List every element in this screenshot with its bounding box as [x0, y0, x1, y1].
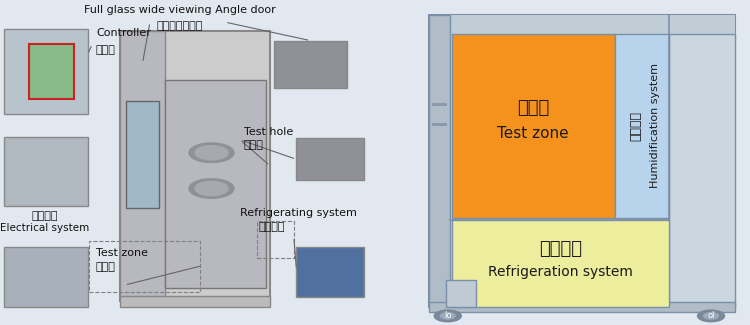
- Text: Refrigeration system: Refrigeration system: [488, 265, 633, 279]
- Bar: [669, 34, 735, 307]
- Text: Test zone: Test zone: [96, 248, 148, 257]
- Bar: [88, 241, 200, 292]
- Circle shape: [195, 181, 228, 196]
- Text: Controller: Controller: [96, 28, 151, 38]
- Text: 加湿系统: 加湿系统: [629, 111, 643, 141]
- Text: Electrical system: Electrical system: [0, 223, 90, 233]
- Text: 测试区: 测试区: [518, 99, 549, 117]
- Bar: [446, 280, 476, 307]
- Bar: [452, 34, 615, 218]
- Text: 冷冻系统: 冷冻系统: [538, 240, 582, 258]
- Circle shape: [698, 310, 724, 322]
- Bar: [615, 34, 669, 218]
- Bar: [4, 136, 88, 206]
- Bar: [296, 247, 364, 297]
- Bar: [120, 31, 270, 301]
- Text: 电路系统: 电路系统: [32, 211, 58, 221]
- Bar: [4, 247, 88, 307]
- Circle shape: [195, 146, 228, 160]
- Text: Test hole: Test hole: [244, 127, 293, 136]
- Bar: [452, 220, 669, 307]
- Circle shape: [189, 143, 234, 162]
- Text: Humidification system: Humidification system: [650, 63, 661, 188]
- Bar: [429, 15, 450, 307]
- Text: 测试孔: 测试孔: [244, 140, 264, 150]
- Text: 测试区: 测试区: [96, 263, 116, 272]
- Bar: [274, 41, 347, 88]
- Circle shape: [189, 179, 234, 198]
- Bar: [450, 15, 735, 36]
- Text: Test zone: Test zone: [497, 126, 569, 141]
- Bar: [28, 44, 74, 99]
- Bar: [296, 138, 364, 180]
- Bar: [429, 15, 735, 307]
- Text: ol: ol: [707, 311, 715, 320]
- Bar: [450, 15, 735, 307]
- Text: Full glass wide viewing Angle door: Full glass wide viewing Angle door: [84, 6, 276, 15]
- Text: 控制器: 控制器: [96, 46, 116, 55]
- Bar: [165, 80, 266, 288]
- Text: Refrigerating system: Refrigerating system: [240, 208, 357, 218]
- Bar: [120, 296, 270, 307]
- Bar: [4, 29, 88, 114]
- Bar: [126, 101, 159, 208]
- Text: 全玻璃宽视角门: 全玻璃宽视角门: [157, 21, 203, 31]
- Text: lo: lo: [444, 311, 452, 320]
- Bar: [256, 221, 294, 258]
- Circle shape: [434, 310, 461, 322]
- Circle shape: [440, 313, 455, 319]
- Bar: [120, 31, 165, 301]
- Bar: [429, 302, 735, 312]
- Text: 制冷系统: 制冷系统: [259, 223, 285, 232]
- Circle shape: [704, 313, 718, 319]
